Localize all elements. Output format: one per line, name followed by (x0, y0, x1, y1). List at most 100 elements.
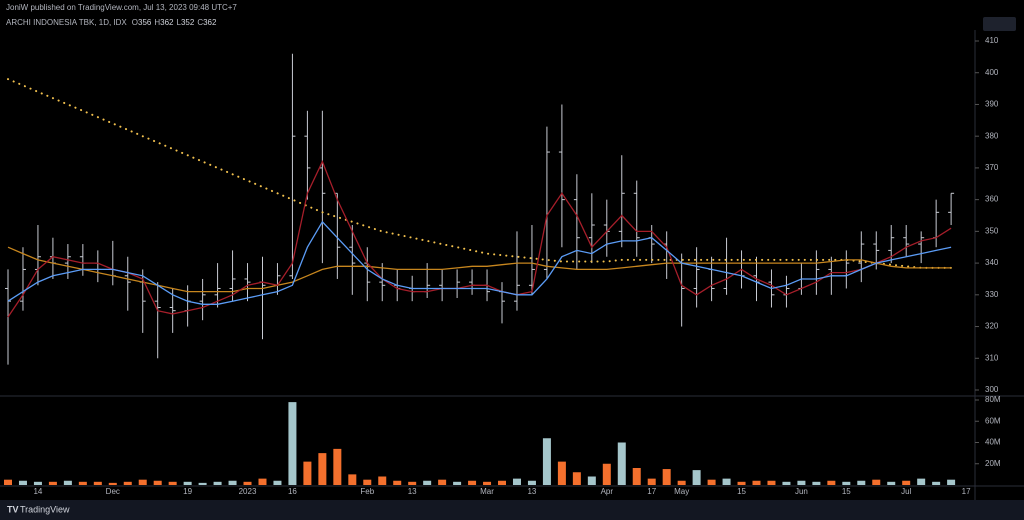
volume-tick-label: 60M (985, 416, 1001, 425)
volume-bar (123, 481, 132, 485)
volume-bar (33, 481, 42, 485)
volume-bar (408, 481, 417, 485)
y-tick-label: 300 (985, 385, 999, 394)
y-tick-label: 370 (985, 163, 999, 172)
volume-bar (453, 481, 462, 485)
y-tick-label: 400 (985, 68, 999, 77)
legend-symbol: ARCHI INDONESIA TBK, 1D, IDX (6, 18, 127, 27)
volume-bar (378, 476, 387, 485)
x-tick-label: 16 (288, 487, 297, 496)
volume-tick-label: 80M (985, 395, 1001, 404)
volume-bar (542, 438, 551, 485)
volume-bar (183, 481, 192, 485)
volume-bar (632, 468, 641, 485)
volume-tick-label: 40M (985, 438, 1001, 447)
volume-bar (752, 480, 761, 485)
volume-bar (198, 482, 207, 485)
y-tick-label: 320 (985, 322, 999, 331)
volume-bar (213, 481, 222, 485)
volume-bar (572, 472, 581, 485)
volume-bar (228, 480, 237, 485)
legend-value: 362 (160, 18, 174, 27)
volume-bar (812, 481, 821, 485)
volume-bar (18, 480, 27, 485)
volume-bar (707, 479, 716, 485)
volume-bar (363, 479, 372, 485)
x-tick-label: Feb (360, 487, 374, 496)
x-tick-label: May (674, 487, 689, 496)
x-tick-label: Apr (601, 487, 614, 496)
volume-bar (827, 480, 836, 485)
volume-bar (93, 481, 102, 485)
volume-bar (303, 461, 312, 485)
volume-bar (438, 479, 447, 485)
volume-bar (393, 480, 402, 485)
x-tick-label: 2023 (239, 487, 257, 496)
volume-bar (512, 478, 521, 485)
volume-bar (527, 480, 536, 485)
volume-bar (78, 481, 87, 485)
volume-bar (168, 481, 177, 485)
logo: TV (7, 504, 19, 514)
volume-bar (872, 479, 881, 485)
volume-bar (602, 463, 611, 485)
legend-label: L (177, 18, 182, 27)
volume-bar (842, 481, 851, 485)
ma-line (7, 159, 952, 318)
volume-bar (917, 478, 926, 485)
volume-bar (333, 448, 342, 485)
volume-bar (48, 481, 57, 485)
volume-bar (782, 481, 791, 485)
y-tick-label: 360 (985, 195, 999, 204)
x-tick-label: 14 (33, 487, 42, 496)
volume-bar (258, 478, 267, 485)
volume-bar (348, 474, 357, 485)
x-tick-label: 17 (962, 487, 971, 496)
volume-bar (423, 480, 432, 485)
x-tick-label: Dec (106, 487, 120, 496)
volume-bar (108, 482, 117, 485)
x-tick-label: 15 (737, 487, 746, 496)
volume-bar (153, 480, 162, 485)
legend-label: H (154, 18, 160, 27)
volume-bar (887, 481, 896, 485)
volume-bar (483, 481, 492, 485)
volume-bar (767, 480, 776, 485)
volume-bar (498, 480, 507, 485)
ma-line (7, 220, 952, 305)
x-tick-label: 13 (527, 487, 536, 496)
volume-bar (587, 476, 596, 485)
volume-bar (932, 481, 941, 485)
volume-bar (557, 461, 566, 485)
legend-value: 352 (181, 18, 195, 27)
legend-value: 362 (203, 18, 217, 27)
x-tick-label: 13 (408, 487, 417, 496)
volume-bar (138, 479, 147, 485)
legend-label: C (197, 18, 203, 27)
y-tick-label: 330 (985, 290, 999, 299)
footer-bar (0, 500, 1024, 520)
y-tick-label: 340 (985, 258, 999, 267)
y-tick-label: 390 (985, 100, 999, 109)
legend-label: O (132, 18, 138, 27)
volume-bar (692, 470, 701, 485)
y-tick-label: 310 (985, 353, 999, 362)
volume-tick-label: 20M (985, 459, 1001, 468)
volume-bar (857, 480, 866, 485)
x-tick-label: 19 (183, 487, 192, 496)
x-tick-label: Mar (480, 487, 494, 496)
volume-bar (273, 480, 282, 485)
volume-bar (617, 442, 626, 485)
volume-bar (797, 480, 806, 485)
x-tick-label: 15 (842, 487, 851, 496)
volume-bar (737, 481, 746, 485)
y-tick-label: 350 (985, 226, 999, 235)
volume-bar (677, 480, 686, 485)
volume-bar (4, 479, 12, 485)
y-tick-label: 410 (985, 36, 999, 45)
ma-line (7, 246, 952, 293)
volume-bar (722, 478, 731, 485)
toolbar-box (983, 17, 1016, 31)
